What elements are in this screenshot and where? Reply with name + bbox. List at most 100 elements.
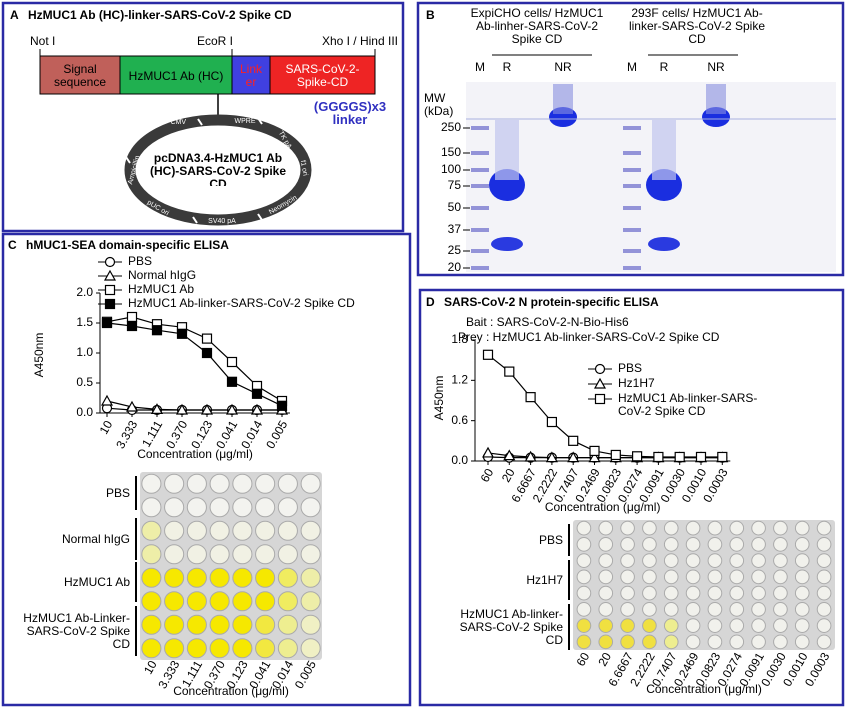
plate-well [816, 585, 832, 601]
chart-title: hMUC1-SEA domain-specific ELISA [26, 238, 229, 252]
data-point [126, 320, 138, 332]
legend-label-box: HzMUC1 Ab-linker-SARS-CoV-2 Spike CD [618, 392, 758, 418]
plate-well [209, 520, 230, 541]
plate-well [642, 520, 657, 536]
plate-well [164, 614, 185, 635]
plate-well [209, 497, 230, 518]
plasmid-feature: P CMV [164, 119, 186, 126]
panel-c-frame [1, 232, 412, 707]
plate-well [729, 520, 745, 536]
plate-well [729, 569, 745, 585]
y-tick-label: 0.6 [451, 413, 468, 427]
plate-well [164, 638, 185, 659]
ladder-band [471, 126, 489, 130]
mw-marker: 25 [448, 243, 462, 257]
plate-well [620, 520, 635, 536]
linker-note-box: (GGGGS)x3 linker [314, 100, 386, 126]
ladder-band [471, 168, 489, 172]
y-tick-label: 0.5 [76, 375, 93, 389]
plate-well [729, 537, 745, 552]
plate-well [277, 473, 298, 494]
plate-well [255, 520, 276, 541]
plate-well [773, 634, 788, 650]
gel-smear [495, 120, 519, 180]
plate-well [164, 520, 185, 541]
legend-label: HzMUC1 Ab-linker-SARS-CoV-2 Spike CD [618, 392, 758, 418]
restriction-site: EcoR I [197, 34, 233, 48]
plate-well [164, 591, 185, 612]
plate-well [255, 567, 276, 588]
mw-marker: 150 [441, 145, 461, 159]
plate-well [232, 497, 253, 518]
data-point [674, 451, 685, 463]
plate-well [707, 569, 723, 585]
plate-well [576, 585, 592, 601]
plate [140, 472, 322, 660]
plate-x-label: 20 [595, 650, 614, 669]
legend-label: Normal hIgG [128, 268, 196, 282]
plate-well [707, 634, 723, 650]
plasmid-gap [192, 216, 198, 224]
plate-well [751, 553, 766, 568]
plate-well [209, 614, 230, 635]
plate-well [186, 614, 207, 635]
plasmid-name-box: pcDNA3.4-HzMUC1 Ab (HC)-SARS-CoV-2 Spike… [150, 152, 286, 186]
plate-well [186, 567, 207, 588]
data-point [200, 403, 214, 415]
plate-well [620, 618, 635, 633]
lane-label: M [475, 60, 485, 74]
plate-well [642, 537, 657, 552]
ladder-band [471, 266, 489, 270]
plate-well [663, 537, 679, 552]
mw-marker: 37 [448, 222, 462, 236]
x-tick-label: 0.370 [163, 418, 190, 451]
data-point [546, 416, 558, 428]
segment-label: Signal sequence [53, 62, 107, 89]
mw-title: MW (kDa) [424, 92, 454, 118]
plate-well [773, 569, 788, 585]
plate-well [209, 473, 230, 494]
data-point [567, 451, 580, 463]
plate-well [232, 591, 253, 612]
plate-well [663, 634, 679, 650]
plate-row-label: HzMUC1 Ab-Linker-SARS-CoV-2 Spike CD [23, 610, 130, 651]
plate-well [209, 544, 230, 565]
plasmid-gap [257, 117, 263, 125]
legend-marker [104, 256, 116, 268]
panel-d-frame [418, 288, 845, 707]
segment-label: SARS-CoV-2-Spike-CD [285, 62, 360, 89]
ladder-band [623, 228, 641, 232]
plate-well [277, 497, 298, 518]
x-tick-label: 0.005 [263, 418, 290, 451]
plate-row-label: PBS [105, 485, 130, 500]
plate-well [816, 634, 832, 650]
plate-well [255, 614, 276, 635]
plate-well [794, 618, 810, 633]
segment-label-box: Signal sequence [53, 62, 107, 89]
plate-well [685, 602, 701, 617]
plasmid-gap [287, 156, 293, 164]
plate-x-axis-label: Concentration (μg/ml) [646, 682, 762, 696]
x-tick-label: 3.333 [113, 418, 140, 451]
x-tick-label: 60 [478, 466, 497, 485]
plate-well [255, 638, 276, 659]
plate-well [663, 569, 679, 585]
plate-well [209, 591, 230, 612]
plate-well [277, 567, 298, 588]
plate-well [816, 537, 832, 552]
gel-smear [553, 84, 573, 114]
plate-well [751, 585, 766, 601]
x-tick-label: 1.111 [139, 418, 165, 450]
plate-well [794, 569, 810, 585]
plate-well [729, 553, 745, 568]
plate-well [685, 569, 701, 585]
plate-well [141, 567, 162, 588]
mw-marker: 20 [448, 260, 462, 274]
plasmid-gap [257, 213, 263, 221]
cell-group: 293F cells/ HzMUC1 Ab-linker-SARS-CoV-2 … [628, 7, 766, 46]
plate-well [707, 553, 723, 568]
plate-well [300, 473, 321, 494]
y-tick-label: 0.0 [76, 405, 93, 419]
plate-well [773, 602, 788, 617]
y-tick-label: 1.0 [76, 345, 93, 359]
